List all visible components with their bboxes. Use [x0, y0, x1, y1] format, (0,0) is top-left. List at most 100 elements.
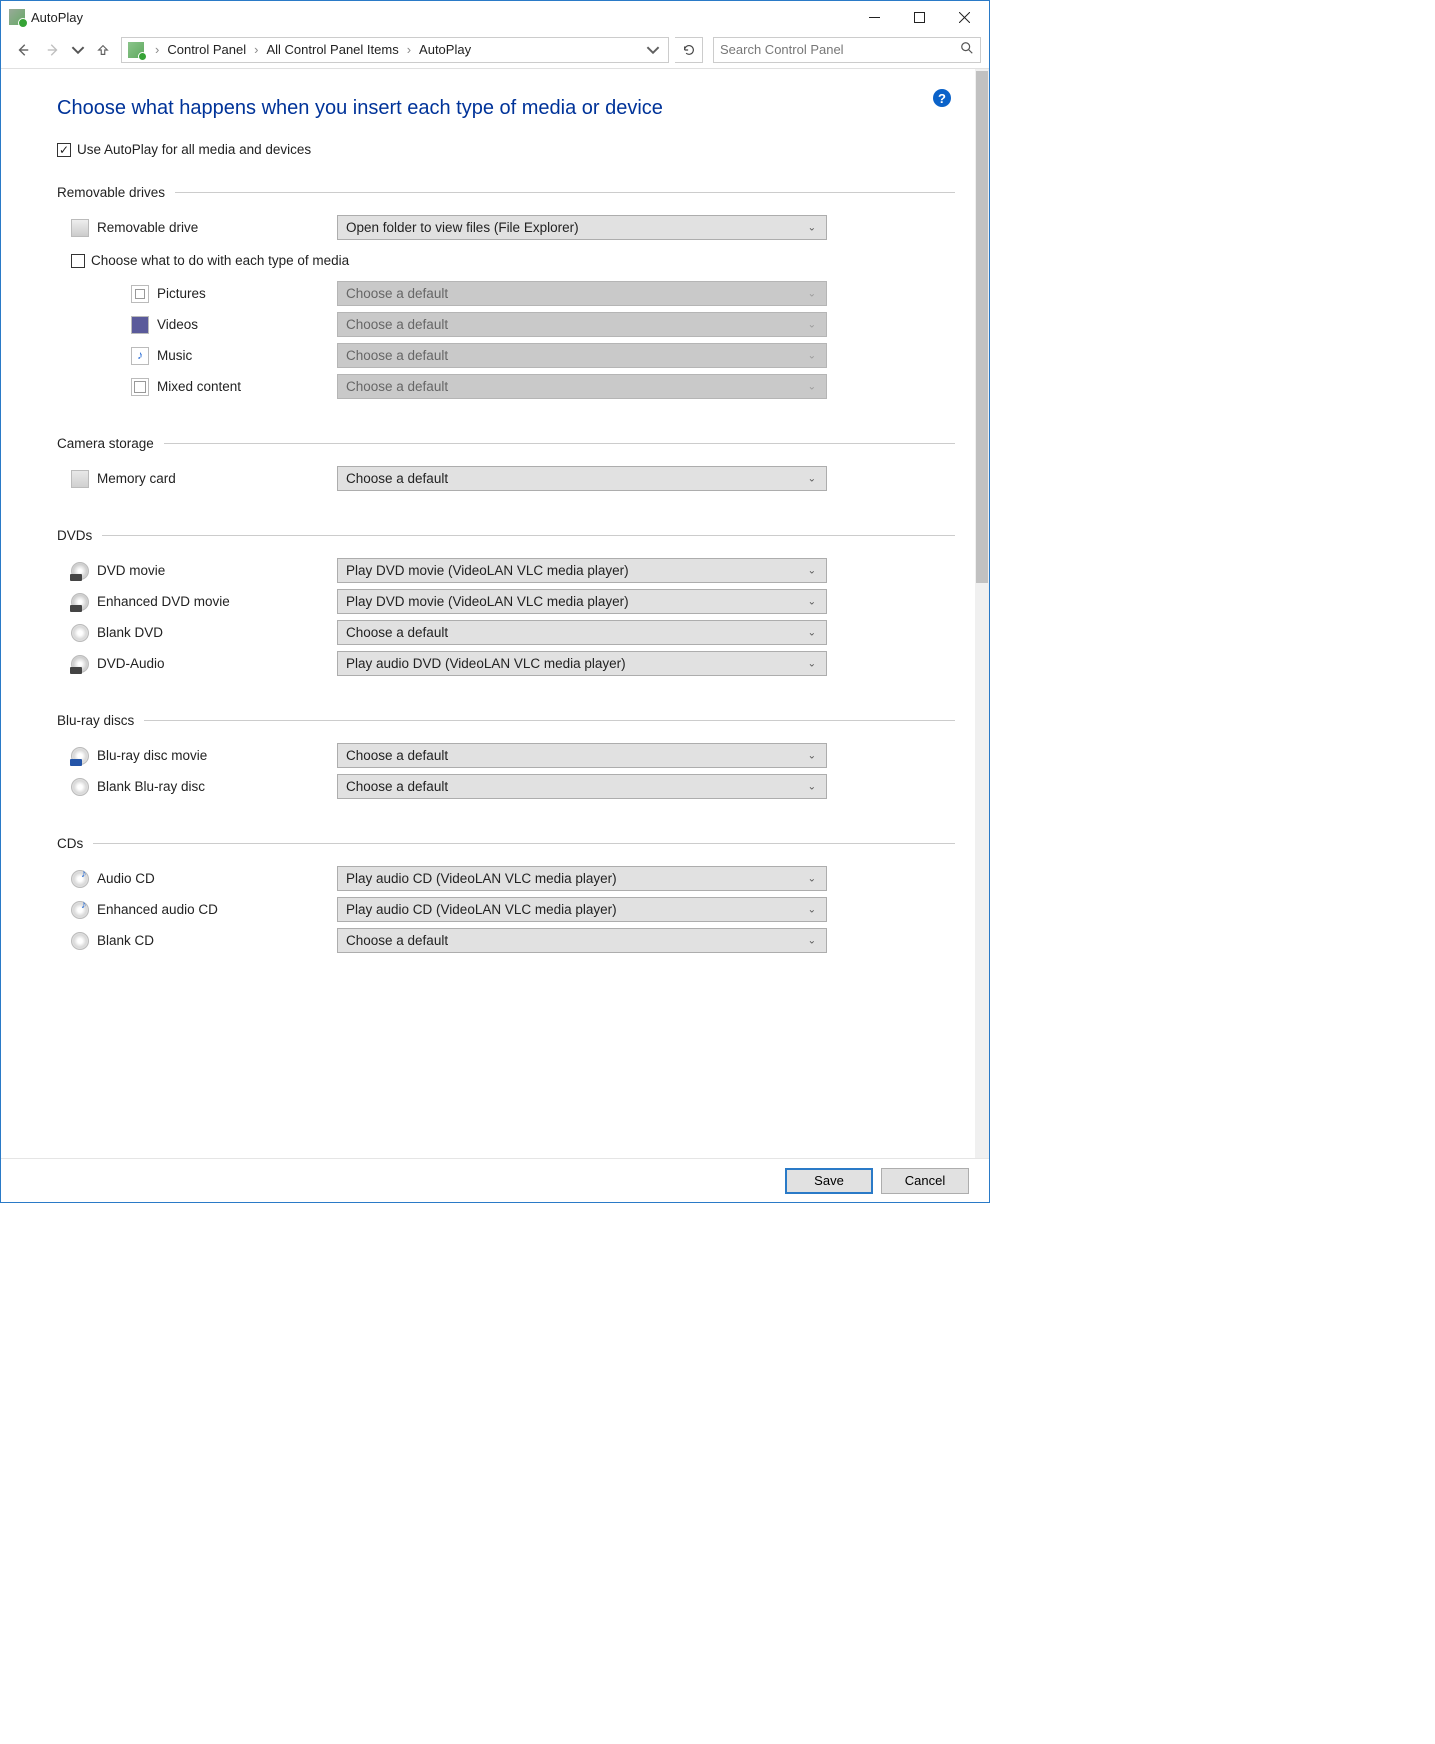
action-select[interactable]: Choose a default⌄ [337, 466, 827, 491]
divider [175, 192, 955, 193]
up-button[interactable] [91, 38, 115, 62]
chevron-down-icon: ⌄ [808, 473, 816, 484]
section-title: Camera storage [57, 436, 154, 451]
chevron-down-icon: ⌄ [808, 381, 816, 392]
action-select[interactable]: Choose a default⌄ [337, 743, 827, 768]
search-input[interactable]: Search Control Panel [713, 37, 981, 63]
media-row: Blank DVD Choose a default⌄ [57, 617, 955, 648]
chevron-down-icon: ⌄ [808, 904, 816, 915]
row-label: Blank CD [97, 933, 154, 948]
divider [93, 843, 955, 844]
media-row: Blu-ray disc movie Choose a default⌄ [57, 740, 955, 771]
media-row: Audio CD Play audio CD (VideoLAN VLC medi… [57, 863, 955, 894]
action-select: Choose a default⌄ [337, 343, 827, 368]
disc-icon [71, 624, 89, 642]
media-row: Music Choose a default⌄ [57, 340, 955, 371]
master-autoplay-checkbox[interactable] [57, 143, 71, 157]
action-select[interactable]: Choose a default⌄ [337, 774, 827, 799]
removable-drive-select[interactable]: Open folder to view files (File Explorer… [337, 215, 827, 240]
chevron-down-icon: ⌄ [808, 750, 816, 761]
vid-icon [131, 316, 149, 334]
breadcrumb-item[interactable]: Control Panel [164, 42, 249, 57]
action-select: Choose a default⌄ [337, 281, 827, 306]
media-row: DVD-AudioPlay audio DVD (VideoLAN VLC me… [57, 648, 955, 679]
row-label: Removable drive [97, 220, 198, 235]
disc bd-icon [71, 747, 89, 765]
row-label: Blu-ray disc movie [97, 748, 207, 763]
action-select[interactable]: Play audio DVD (VideoLAN VLC media playe… [337, 651, 827, 676]
section-bluray: Blu-ray discs Blu-ray disc movieChoose a… [57, 713, 955, 802]
chevron-right-icon: › [150, 42, 164, 57]
breadcrumb-item[interactable]: AutoPlay [416, 42, 474, 57]
action-select[interactable]: Play audio CD (VideoLAN VLC media player… [337, 897, 827, 922]
refresh-button[interactable] [675, 37, 703, 63]
chevron-down-icon: ⌄ [808, 658, 816, 669]
section-title: DVDs [57, 528, 92, 543]
section-title: Removable drives [57, 185, 165, 200]
window-title: AutoPlay [31, 10, 83, 25]
search-placeholder: Search Control Panel [720, 42, 844, 57]
scrollbar-thumb[interactable] [976, 71, 988, 583]
chevron-down-icon: ⌄ [808, 873, 816, 884]
chevron-right-icon: › [402, 42, 416, 57]
chevron-down-icon: ⌄ [808, 288, 816, 299]
master-autoplay-label: Use AutoPlay for all media and devices [77, 142, 311, 157]
autoplay-app-icon [9, 9, 25, 25]
search-icon [960, 41, 974, 58]
disc dvd-icon [71, 655, 89, 673]
scrollbar[interactable] [975, 69, 989, 1158]
chevron-down-icon: ⌄ [808, 627, 816, 638]
row-label: DVD movie [97, 563, 165, 578]
media-row: PicturesChoose a default⌄ [57, 278, 955, 309]
media-row: DVD movie Play DVD movie (VideoLAN VLC me… [57, 555, 955, 586]
media-row: Mixed contentChoose a default⌄ [57, 371, 955, 402]
chevron-right-icon: › [249, 42, 263, 57]
back-button[interactable] [11, 38, 35, 62]
disc-icon [71, 932, 89, 950]
address-dropdown[interactable] [640, 38, 666, 62]
help-icon[interactable]: ? [933, 89, 951, 107]
divider [102, 535, 955, 536]
disc cd-a-icon [71, 870, 89, 888]
action-select[interactable]: Play audio CD (VideoLAN VLC media player… [337, 866, 827, 891]
close-button[interactable] [942, 2, 987, 32]
section-removable-drives: Removable drives Removable drive Open fo… [57, 185, 955, 402]
titlebar: AutoPlay [1, 1, 989, 33]
action-select: Choose a default⌄ [337, 374, 827, 399]
row-label: Blank DVD [97, 625, 163, 640]
page-title: Choose what happens when you insert each… [57, 97, 955, 120]
section-cds: CDs Audio CDPlay audio CD (VideoLAN VLC … [57, 836, 955, 956]
history-dropdown[interactable] [71, 38, 85, 62]
action-select[interactable]: Play DVD movie (VideoLAN VLC media playe… [337, 558, 827, 583]
media-row: Memory cardChoose a default⌄ [57, 463, 955, 494]
section-dvds: DVDs DVD movie Play DVD movie (VideoLAN V… [57, 528, 955, 679]
divider [144, 720, 955, 721]
per-media-checkbox[interactable] [71, 254, 85, 268]
forward-button[interactable] [41, 38, 65, 62]
breadcrumb-item[interactable]: All Control Panel Items [263, 42, 401, 57]
maximize-button[interactable] [897, 2, 942, 32]
minimize-button[interactable] [852, 2, 897, 32]
disc cd-a-icon [71, 901, 89, 919]
cancel-button[interactable]: Cancel [881, 1168, 969, 1194]
mix-icon [131, 378, 149, 396]
action-select[interactable]: Choose a default⌄ [337, 928, 827, 953]
pic-icon [131, 285, 149, 303]
breadcrumb[interactable]: › Control Panel › All Control Panel Item… [121, 37, 669, 63]
action-select[interactable]: Choose a default⌄ [337, 620, 827, 645]
row-label: Enhanced DVD movie [97, 594, 230, 609]
row-label: Music [157, 348, 192, 363]
removable-drive-icon [71, 219, 89, 237]
row-label: Blank Blu-ray disc [97, 779, 205, 794]
divider [164, 443, 955, 444]
action-select[interactable]: Play DVD movie (VideoLAN VLC media playe… [337, 589, 827, 614]
chevron-down-icon: ⌄ [808, 222, 816, 233]
save-button[interactable]: Save [785, 1168, 873, 1194]
footer: Save Cancel [1, 1158, 989, 1202]
chevron-down-icon: ⌄ [808, 935, 816, 946]
media-row: Blank CD Choose a default⌄ [57, 925, 955, 956]
chevron-down-icon: ⌄ [808, 350, 816, 361]
action-select: Choose a default⌄ [337, 312, 827, 337]
row-label: Audio CD [97, 871, 155, 886]
per-media-label: Choose what to do with each type of medi… [91, 253, 349, 268]
